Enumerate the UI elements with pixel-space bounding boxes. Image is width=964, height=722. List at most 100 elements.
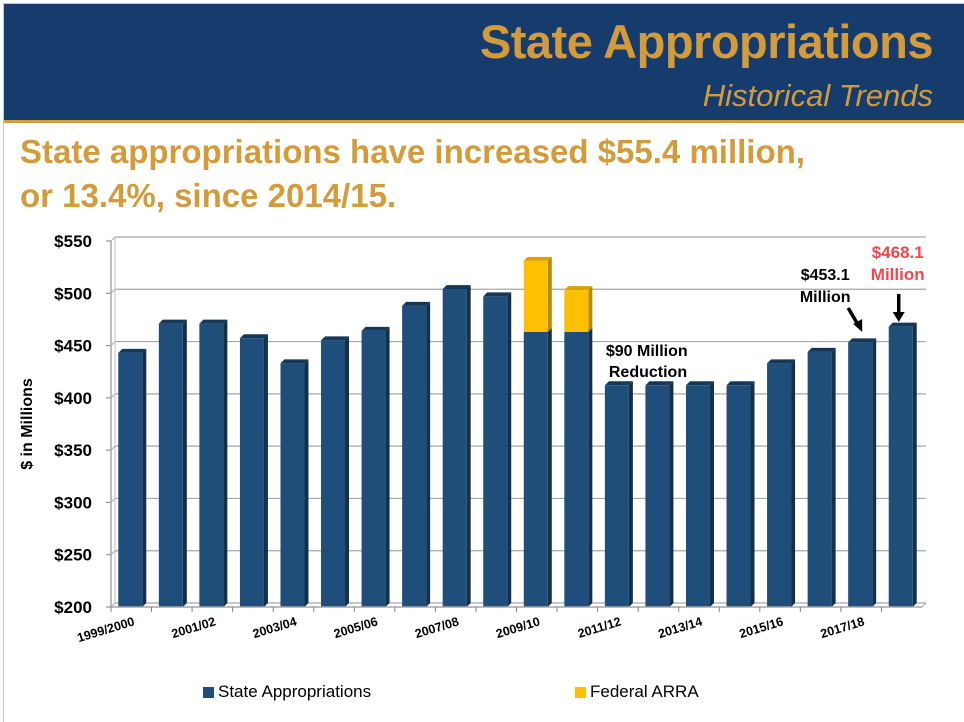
bar-top (280, 359, 309, 364)
bar-top (523, 256, 552, 261)
bar-side (223, 319, 228, 607)
bar-top (199, 319, 228, 324)
legend-swatch-state (203, 686, 214, 698)
bar-front (564, 290, 589, 332)
headline-line-1: State appropriations have increased $55.… (20, 133, 805, 170)
x-axis-corner (921, 602, 927, 608)
annotation-reduction: Reduction (609, 364, 687, 381)
bar-top (564, 286, 593, 291)
x-tick-label: 2005/06 (332, 614, 379, 641)
x-tick-label: 2007/08 (413, 614, 460, 641)
bar-state (239, 334, 268, 607)
bar-side (142, 348, 147, 607)
bar-side (385, 326, 390, 607)
bar-front (483, 296, 508, 607)
bar-front (361, 330, 386, 607)
bar-front (199, 323, 224, 607)
y-tick-label: $350 (54, 441, 92, 460)
legend-swatch-arra (575, 686, 586, 698)
bar-side (912, 322, 917, 607)
bar-state (888, 322, 917, 607)
x-tick-label: 1999/2000 (76, 614, 137, 645)
slide-border (3, 3, 964, 722)
bar-state (321, 336, 350, 607)
bar-front (523, 331, 548, 607)
bar-side (831, 347, 836, 607)
legend-item-federal-arra: Federal ARRA (575, 682, 699, 702)
bar-state (158, 319, 187, 607)
bar-front (442, 289, 467, 607)
bar-top (158, 319, 187, 324)
bar-side (426, 301, 431, 607)
headline: State appropriations have increased $55.… (20, 130, 950, 218)
page-title: State Appropriations (479, 15, 934, 68)
page-subtitle: Historical Trends (702, 78, 933, 113)
x-tick-label: 2003/04 (251, 614, 298, 641)
bar-side (709, 381, 714, 607)
bar-arra (564, 286, 593, 332)
bar-top (848, 338, 877, 343)
bar-side (345, 336, 350, 607)
bar-front (523, 260, 548, 332)
bars (118, 256, 917, 607)
bar-side (588, 286, 593, 332)
bar-side (507, 292, 512, 607)
x-tick-label: 2015/16 (738, 614, 785, 641)
bar-state (402, 301, 431, 607)
annotation-468: Million (871, 265, 925, 284)
bar-front (645, 385, 670, 607)
bar-state (523, 327, 552, 607)
bar-top (685, 381, 714, 386)
bar-top (118, 348, 147, 353)
annotation-453: Million (800, 289, 851, 306)
y-tick-label: $500 (54, 284, 92, 303)
bar-state (807, 347, 836, 607)
bar-front (158, 323, 183, 607)
bar-side (182, 319, 187, 607)
bar-top (442, 285, 471, 290)
bar-arra (523, 256, 552, 332)
x-tick-label: 2017/18 (819, 614, 866, 641)
bar-top (726, 381, 755, 386)
bar-front (118, 352, 143, 607)
y-tick-label: $300 (54, 493, 92, 512)
bar-front (848, 342, 873, 607)
annotations: $90 Million Reduction $453.1 Million $468.1 M… (606, 243, 925, 381)
x-tick-label: 2013/14 (657, 614, 704, 641)
bar-side (628, 381, 633, 607)
y-axis-title: $ in Millions (19, 378, 36, 470)
bar-state (280, 359, 309, 607)
y-tick-label: $550 (54, 232, 92, 251)
bar-top (888, 322, 917, 327)
bar-side (547, 327, 552, 607)
bar-side (750, 381, 755, 607)
y-tick-label: $400 (54, 389, 92, 408)
bar-state (645, 381, 674, 607)
bar-side (669, 381, 674, 607)
bar-top (321, 336, 350, 341)
bar-front (280, 363, 305, 607)
bar-top (239, 334, 268, 339)
x-axis: 1999/2000 2001/02 2003/04 2005/06 2007/08 200… (76, 602, 927, 645)
bar-side (588, 327, 593, 607)
bar-top (807, 347, 836, 352)
y-tick-label: $250 (54, 546, 92, 565)
legend-item-state-appropriations: State Appropriations (203, 682, 371, 702)
bar-side (547, 256, 552, 332)
bar-state (483, 292, 512, 607)
annotation-reduction: $90 Million (606, 343, 688, 360)
bar-front (321, 340, 346, 607)
bar-side (791, 359, 796, 607)
bar-state (726, 381, 755, 607)
bar-state (564, 327, 593, 607)
arrowhead-468-icon (892, 312, 905, 322)
bar-state (685, 381, 714, 607)
bar-state (442, 285, 471, 607)
x-tick-label: 2009/10 (494, 614, 541, 641)
y-tick-label: $450 (54, 337, 92, 356)
headline-line-2: or 13.4%, since 2014/15. (20, 177, 397, 214)
bar-front (564, 331, 589, 607)
bar-state (118, 348, 147, 607)
bar-front (239, 338, 264, 607)
